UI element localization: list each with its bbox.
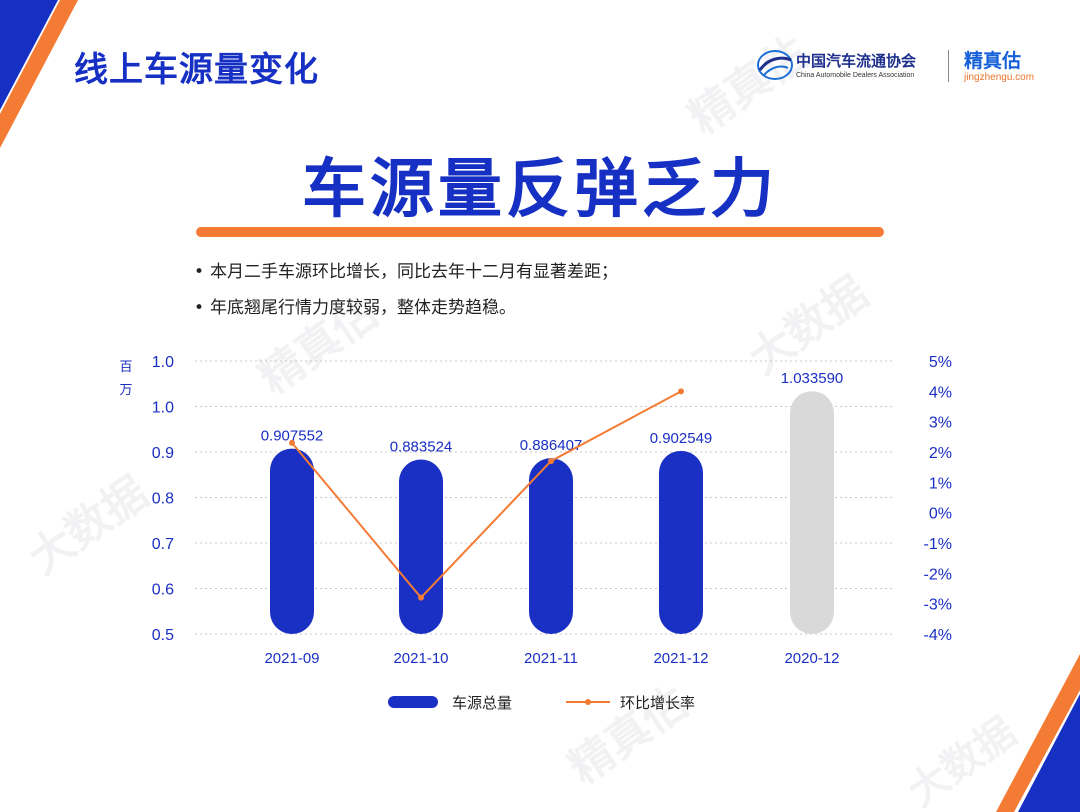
left-axis-tick-label: 0.5 <box>152 627 174 644</box>
growth-rate-point <box>418 594 424 601</box>
growth-rate-point <box>289 439 295 446</box>
x-axis-tick-label: 2020-12 <box>784 650 839 667</box>
headline-underline <box>196 227 884 237</box>
right-axis-tick-label: 0% <box>929 506 952 523</box>
left-axis-unit-label: 百 <box>119 360 132 375</box>
x-axis-tick-label: 2021-12 <box>653 650 708 667</box>
left-axis-tick-label: 0.8 <box>152 491 174 508</box>
bullet-text: 本月二手车源环比增长，同比去年十二月有显著差距； <box>210 262 618 282</box>
right-axis-tick-label: 4% <box>929 384 952 401</box>
right-axis-tick-label: 3% <box>929 415 952 432</box>
bar-2021-11 <box>529 458 573 634</box>
right-axis-tick-label: -4% <box>924 627 952 644</box>
headline: 车源量反弹乏力 <box>302 153 778 227</box>
bullet-item: • 本月二手车源环比增长，同比去年十二月有显著差距； <box>194 262 618 282</box>
logo-divider <box>948 50 949 82</box>
x-axis-tick-label: 2021-10 <box>393 650 448 667</box>
bar-value-label: 0.883524 <box>390 438 453 455</box>
bullet-list: • 本月二手车源环比增长，同比去年十二月有显著差距； • 年底翘尾行情力度较弱，整体… <box>192 254 618 326</box>
right-axis-tick-label: 2% <box>929 445 952 462</box>
org-logo-name: 中国汽车流通协会 <box>796 52 917 70</box>
growth-rate-point <box>548 458 554 465</box>
right-axis-tick-label: -3% <box>924 597 952 614</box>
brand-logo-url: jingzhengu.com <box>964 72 1035 83</box>
left-axis-tick-label: 1.0 <box>152 400 174 417</box>
left-axis-unit-label: 万 <box>119 383 132 398</box>
bar-2020-12 <box>790 391 834 634</box>
section-title: 线上车源量变化 <box>74 50 319 90</box>
logo-group: 中国汽车流通协会 China Automobile Dealers Associ… <box>752 44 1052 88</box>
left-axis-tick-label: 1.0 <box>152 354 174 371</box>
org-logo-english: China Automobile Dealers Association <box>796 72 915 79</box>
bar-value-label: 0.902549 <box>650 430 713 447</box>
bar-value-label: 1.033590 <box>781 370 844 387</box>
legend-line-label: 环比增长率 <box>620 694 695 712</box>
bar-2021-09 <box>270 448 314 634</box>
growth-rate-line <box>291 390 682 600</box>
bar-value-label: 0.886407 <box>520 437 583 454</box>
right-axis-tick-label: 5% <box>929 354 952 371</box>
right-axis-tick-label: -1% <box>924 536 952 553</box>
right-axis-tick-label: 1% <box>929 475 952 492</box>
bar-2021-12 <box>659 450 703 634</box>
bullet-text: 年底翘尾行情力度较弱，整体走势趋稳。 <box>210 298 516 318</box>
bottom-right-corner-decoration <box>996 654 1080 812</box>
x-axis-tick-label: 2021-11 <box>524 650 578 667</box>
left-axis-tick-label: 0.7 <box>152 536 174 553</box>
left-axis-tick-label: 0.9 <box>152 445 174 462</box>
right-axis-tick-label: -2% <box>924 566 952 583</box>
cada-logo-icon <box>757 50 793 80</box>
bullet-item: • 年底翘尾行情力度较弱，整体走势趋稳。 <box>194 298 516 318</box>
legend-bar-swatch <box>388 696 438 708</box>
growth-rate-point <box>678 388 684 395</box>
brand-logo-name: 精真估 <box>964 50 1022 72</box>
x-axis-tick-label: 2021-09 <box>264 650 319 667</box>
legend-line-marker <box>585 699 591 705</box>
bar-value-label: 0.907552 <box>261 428 324 445</box>
legend-bar-label: 车源总量 <box>452 694 512 712</box>
top-left-corner-decoration <box>0 0 78 148</box>
left-axis-tick-label: 0.6 <box>152 582 174 599</box>
bar-2021-10 <box>399 459 443 634</box>
